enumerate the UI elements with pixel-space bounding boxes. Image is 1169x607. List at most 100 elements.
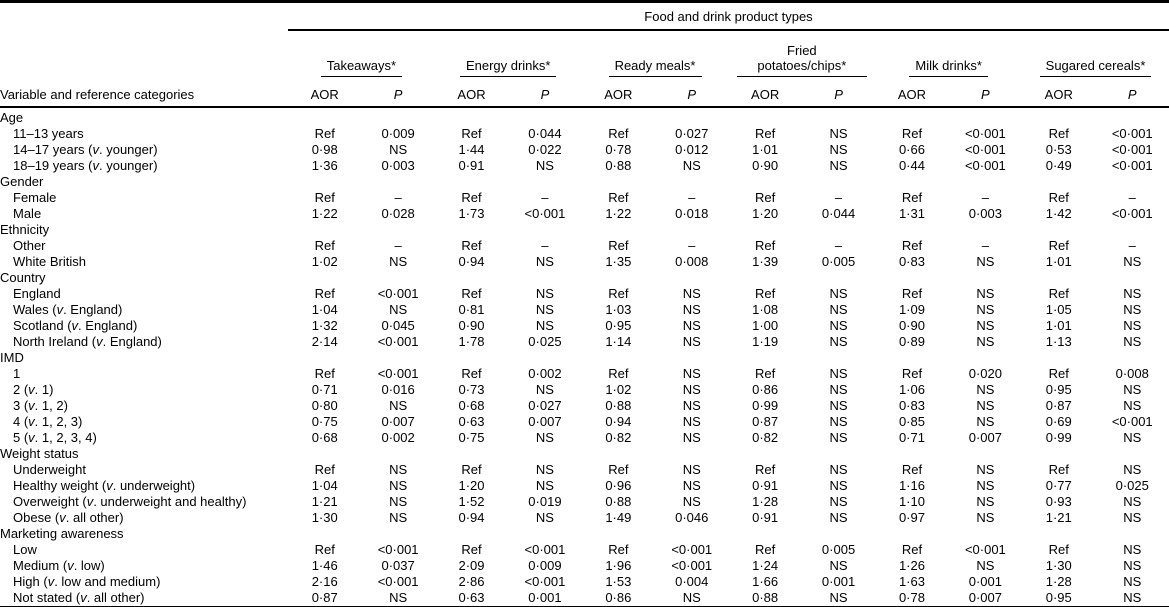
aor-value: 0·97 — [898, 510, 925, 525]
row-label: Underweight — [13, 462, 86, 477]
aor-value: Ref — [461, 286, 482, 301]
aor-value: 0·91 — [458, 158, 485, 173]
table-row: 14–17 years (v. younger) 0·98 NS 1·44 0·022 0… — [0, 142, 1169, 158]
p-value: NS — [976, 462, 995, 477]
aor-value: 0·44 — [898, 158, 925, 173]
p-value: <0·001 — [377, 286, 419, 301]
section-title: Ethnicity — [0, 222, 50, 237]
p-value: NS — [1123, 590, 1142, 605]
aor-value: 1·44 — [458, 142, 485, 157]
aor-value: 0·98 — [311, 142, 338, 157]
p-value: 0·027 — [675, 126, 709, 141]
p-value: – — [394, 190, 402, 205]
table-row: North Ireland (v. England) 2·14 <0·001 1·78… — [0, 334, 1169, 350]
p-value: 0·007 — [968, 590, 1002, 605]
aor-value: 1·19 — [752, 334, 779, 349]
aor-value: 0·88 — [605, 158, 632, 173]
p-value: NS — [389, 302, 408, 317]
aor-value: 0·91 — [752, 510, 779, 525]
p-value: NS — [682, 158, 701, 173]
aor-value: 1·01 — [752, 142, 779, 157]
table-row: 18–19 years (v. younger) 1·36 0·003 0·91 NS 0… — [0, 158, 1169, 174]
aor-value: 0·69 — [1045, 414, 1072, 429]
row-label: North Ireland (v. England) — [13, 334, 162, 349]
p-value: <0·001 — [1111, 158, 1153, 173]
p-value: NS — [976, 558, 995, 573]
p-value: NS — [682, 478, 701, 493]
section-row-ethnicity: Ethnicity — [0, 222, 1169, 238]
aor-value: 0·90 — [458, 318, 485, 333]
p-value: NS — [1123, 398, 1142, 413]
aor-value: 1·39 — [752, 254, 779, 269]
p-value: <0·001 — [377, 334, 419, 349]
p-value: NS — [976, 382, 995, 397]
table-row: Wales (v. England) 1·04 NS 0·81 NS 1·03 NS 1·08… — [0, 302, 1169, 318]
aor-value: 0·95 — [1045, 590, 1072, 605]
p-value: <0·001 — [964, 142, 1006, 157]
aor-value: 0·78 — [898, 590, 925, 605]
p-value: NS — [829, 462, 848, 477]
section-title: Country — [0, 270, 46, 285]
table-header: Food and drink product types Takeaways* E… — [0, 1, 1169, 108]
row-label: 11–13 years — [13, 126, 84, 141]
p-value: NS — [976, 286, 995, 301]
aor-value: 0·87 — [311, 590, 338, 605]
aor-column-header: AOR — [581, 77, 656, 108]
aor-value: 0·63 — [458, 590, 485, 605]
aor-value: 0·53 — [1045, 142, 1072, 157]
row-label: 14–17 years (v. younger) — [13, 142, 158, 157]
aor-value: Ref — [755, 366, 776, 381]
table-row: Not stated (v. all other) 0·87 NS 0·63 0·001… — [0, 590, 1169, 607]
aor-value: 2·16 — [311, 574, 338, 589]
aor-value: 0·75 — [458, 430, 485, 445]
p-value: <0·001 — [671, 542, 713, 557]
p-value: NS — [829, 334, 848, 349]
p-value: <0·001 — [1111, 126, 1153, 141]
aor-value: 1·53 — [605, 574, 632, 589]
p-value: NS — [389, 494, 408, 509]
table-row: 1 Ref <0·001 Ref 0·002 Ref NS Ref NS Ref 0·020 Ref 0… — [0, 366, 1169, 382]
p-value: 0·004 — [675, 574, 709, 589]
p-value: 0·002 — [528, 366, 562, 381]
p-value: NS — [1123, 302, 1142, 317]
table-row: England Ref <0·001 Ref NS Ref NS Ref NS Ref NS Ref N… — [0, 286, 1169, 302]
p-value: NS — [829, 158, 848, 173]
p-value: NS — [682, 366, 701, 381]
aor-value: 1·35 — [605, 254, 632, 269]
aor-value: Ref — [314, 190, 335, 205]
aor-value: 0·95 — [1045, 382, 1072, 397]
p-value: 0·003 — [968, 206, 1002, 221]
p-value: NS — [535, 382, 554, 397]
p-value: 0·020 — [968, 366, 1002, 381]
aor-value: Ref — [901, 238, 923, 253]
p-value: NS — [829, 414, 848, 429]
p-value: NS — [535, 158, 554, 173]
aor-value: 1·66 — [752, 574, 779, 589]
table-row: Healthy weight (v. underweight) 1·04 NS 1·2… — [0, 478, 1169, 494]
p-value: <0·001 — [964, 158, 1006, 173]
aor-value: 1·00 — [752, 318, 779, 333]
aor-value: 1·16 — [898, 478, 925, 493]
row-label: Not stated (v. all other) — [13, 590, 145, 605]
aor-value: Ref — [901, 366, 923, 381]
aor-value: Ref — [755, 542, 776, 557]
aor-value: 0·83 — [898, 398, 925, 413]
p-value: – — [541, 238, 549, 253]
p-value: NS — [1123, 286, 1142, 301]
group-label: Fried potatoes/chips* — [736, 43, 867, 77]
p-value: NS — [389, 254, 408, 269]
aor-value: Ref — [608, 366, 629, 381]
p-value: 0·008 — [1115, 366, 1149, 381]
aor-value: 1·32 — [311, 318, 338, 333]
p-value: NS — [976, 334, 995, 349]
aor-value: 1·21 — [311, 494, 338, 509]
p-value: NS — [535, 510, 554, 525]
group-header-ready-meals: Ready meals* — [582, 30, 729, 77]
p-value: NS — [976, 510, 995, 525]
aor-value: 1·10 — [898, 494, 925, 509]
aor-value: Ref — [755, 126, 776, 141]
p-column-header: P — [1095, 77, 1169, 108]
p-column-header: P — [948, 77, 1023, 108]
aor-value: 0·82 — [752, 430, 779, 445]
